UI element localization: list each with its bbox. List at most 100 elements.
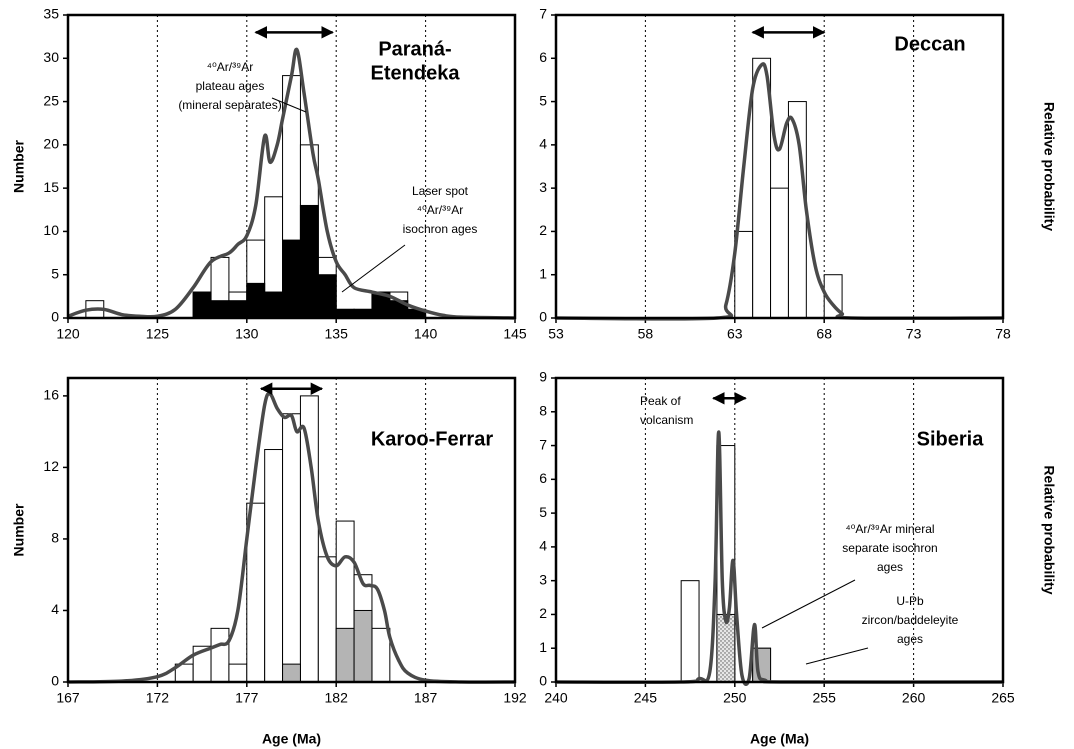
- bar: [299, 204, 319, 319]
- x-tick-label: 167: [56, 690, 80, 706]
- x-tick-label: 265: [991, 690, 1015, 706]
- bar: [716, 613, 736, 683]
- y-tick-label: 0: [51, 673, 59, 689]
- x-tick-label: 58: [638, 326, 654, 342]
- x-tick-label: 120: [56, 326, 80, 342]
- y-tick-label: 5: [51, 265, 59, 281]
- y-tick-label: 20: [43, 136, 59, 152]
- plot-frame: [554, 376, 1005, 684]
- y-tick-label: 16: [43, 387, 59, 403]
- bar: [353, 609, 373, 683]
- y-tick-label: 4: [51, 601, 59, 617]
- panel: 167 172 177 182 187 192 0 4 8 12 16 Karoo-Ferrar Num…: [11, 376, 527, 747]
- y-tick-label: 25: [43, 92, 59, 108]
- y-tick-label: 35: [43, 6, 59, 22]
- y-tick-label: 8: [539, 402, 547, 418]
- panel-title: Karoo-Ferrar: [371, 428, 493, 450]
- x-tick-label: 135: [325, 326, 349, 342]
- y-tick-label: 0: [539, 309, 547, 325]
- annotation: ages: [897, 632, 923, 646]
- x-tick-label: 182: [325, 690, 349, 706]
- annotation-pointer: [805, 647, 869, 665]
- probability-curve: [67, 47, 516, 320]
- panel-title: Siberia: [917, 428, 985, 450]
- y-tick-label: 2: [539, 605, 547, 621]
- annotation: plateau ages: [196, 79, 265, 93]
- x-tick-label: 140: [414, 326, 438, 342]
- annotation: separate isochron: [842, 541, 937, 555]
- x-tick-label: 68: [816, 326, 832, 342]
- x-tick-label: 260: [902, 690, 926, 706]
- panel: 120 125 130 135 140 145 0 5 10 15 20 25 30 35 Paraná-E…: [11, 6, 527, 342]
- panel-title: Etendeka: [371, 62, 461, 84]
- y-tick-label: 6: [539, 49, 547, 65]
- probability-curve: [67, 392, 516, 684]
- bar: [371, 627, 391, 683]
- annotation: volcanism: [640, 413, 693, 427]
- plot-frame: [66, 376, 517, 684]
- bar: [282, 663, 301, 683]
- bar: [228, 300, 248, 319]
- x-tick-label: 187: [414, 690, 438, 706]
- y-axis-label: Relative probability: [1041, 465, 1057, 594]
- bar: [264, 449, 284, 683]
- annotation: Peak of: [640, 394, 681, 408]
- y-tick-label: 3: [539, 179, 547, 195]
- y-tick-label: 7: [539, 436, 547, 452]
- y-tick-label: 3: [539, 571, 547, 587]
- bar: [335, 308, 355, 319]
- panel: 240 245 250 255 260 265 0 1 2 3 4 5 6 7 8 9 Siberia Peak …: [539, 369, 1057, 747]
- y-tick-label: 0: [539, 673, 547, 689]
- bar: [335, 627, 355, 683]
- y-tick-label: 7: [539, 6, 547, 22]
- annotation-pointer: [271, 97, 307, 113]
- annotation: (mineral separates): [178, 98, 281, 112]
- y-axis-label: Relative probability: [1041, 102, 1057, 231]
- annotation-pointer: [341, 244, 406, 293]
- annotation-pointer: [761, 579, 856, 629]
- annotation: U-Pb: [896, 594, 924, 608]
- bar: [282, 239, 301, 319]
- y-tick-label: 4: [539, 136, 547, 152]
- y-tick-label: 5: [539, 92, 547, 108]
- bar: [282, 413, 301, 683]
- x-tick-label: 53: [548, 326, 564, 342]
- y-tick-label: 9: [539, 369, 547, 385]
- x-tick-label: 73: [906, 326, 922, 342]
- x-tick-label: 250: [723, 690, 747, 706]
- y-axis-label: Number: [11, 140, 27, 193]
- plot-frame: [66, 13, 517, 320]
- y-tick-label: 0: [51, 309, 59, 325]
- panel-title: Paraná-: [378, 38, 451, 60]
- bar: [192, 291, 212, 319]
- x-tick-label: 63: [727, 326, 743, 342]
- bar: [264, 291, 284, 319]
- bar: [210, 300, 230, 319]
- x-tick-label: 255: [813, 690, 837, 706]
- y-tick-label: 15: [43, 179, 59, 195]
- panel: 53 58 63 68 73 78 0 1 2 3 4 5 6 7 Deccan Relative proba…: [539, 6, 1057, 342]
- x-tick-label: 172: [146, 690, 170, 706]
- x-axis-label: Age (Ma): [750, 731, 809, 747]
- y-tick-label: 10: [43, 222, 59, 238]
- annotation: zircon/baddeleyite: [862, 613, 959, 627]
- x-tick-label: 130: [235, 326, 259, 342]
- y-tick-label: 5: [539, 504, 547, 520]
- annotation: ages: [877, 560, 903, 574]
- bar: [299, 395, 319, 683]
- x-tick-label: 177: [235, 690, 259, 706]
- annotation: ⁴⁰Ar/³⁹Ar: [417, 203, 463, 217]
- probability-curve: [555, 430, 1004, 686]
- y-tick-label: 1: [539, 265, 547, 281]
- y-tick-label: 1: [539, 639, 547, 655]
- y-tick-label: 2: [539, 222, 547, 238]
- y-tick-label: 30: [43, 49, 59, 65]
- bar: [317, 274, 337, 319]
- annotation: ⁴⁰Ar/³⁹Ar: [207, 60, 253, 74]
- x-tick-label: 240: [544, 690, 568, 706]
- bar: [246, 282, 266, 319]
- annotation: isochron ages: [403, 222, 478, 236]
- probability-curve: [555, 62, 1004, 321]
